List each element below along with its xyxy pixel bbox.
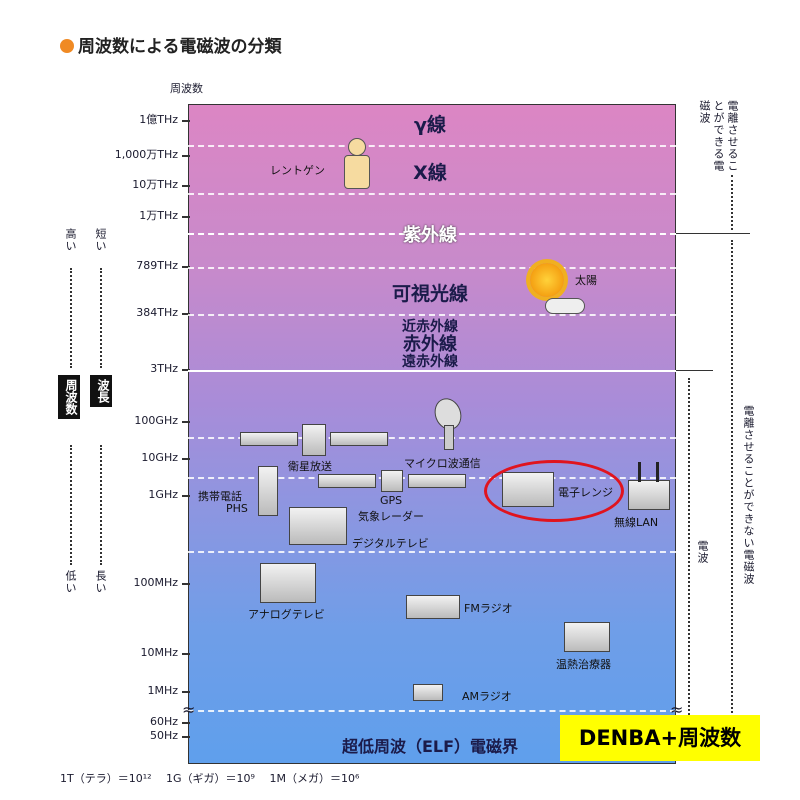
divider	[188, 437, 676, 439]
label-low: 低い	[64, 570, 77, 594]
highlight-circle	[484, 460, 624, 522]
fm-radio-icon	[406, 595, 460, 619]
arrow-up	[688, 378, 690, 758]
denba-badge: DENBA+周波数	[560, 715, 760, 761]
label-wavelength: 波長	[90, 375, 112, 407]
gps-panel-icon	[408, 474, 466, 488]
xray-person-icon	[336, 138, 380, 190]
label-radio: 電波	[696, 540, 709, 564]
gps-panel-icon	[318, 474, 376, 488]
tick: 10MHz	[48, 647, 190, 659]
label-phone: 携帯電話	[198, 490, 242, 503]
label-short: 短い	[94, 228, 107, 252]
bullet-icon	[60, 39, 74, 53]
divider	[188, 314, 676, 316]
arrow-up	[70, 268, 72, 368]
label-long: 長い	[94, 570, 107, 594]
tick: 60Hz	[48, 716, 190, 728]
arrow-up	[731, 240, 733, 760]
boundary-line	[676, 233, 750, 234]
satellite-panel-icon	[330, 432, 388, 446]
cloud-icon	[545, 298, 585, 314]
boundary-line	[676, 370, 713, 371]
page-title: 周波数による電磁波の分類	[60, 32, 282, 57]
digital-tv-icon	[289, 507, 347, 545]
band-elf: 超低周波（ELF）電磁界	[341, 737, 519, 756]
therapy-device-icon	[564, 622, 610, 652]
band-visible: 可視光線	[391, 283, 468, 305]
divider	[188, 145, 676, 147]
sun-icon	[530, 263, 564, 297]
label-frequency: 周波数	[58, 375, 80, 419]
tick: 789THz	[48, 260, 190, 272]
tick: 1MHz	[48, 685, 190, 697]
arrow-down	[731, 175, 733, 230]
label-gps: GPS	[380, 494, 403, 507]
divider	[188, 267, 676, 269]
label-wlan: 無線LAN	[614, 516, 659, 529]
analog-tv-icon	[260, 563, 316, 603]
label-sun: 太陽	[575, 274, 597, 287]
gps-satellite-icon	[381, 470, 403, 492]
band-far-ir: 遠赤外線	[402, 354, 458, 370]
tick: 1GHz	[48, 489, 190, 501]
tick: 1万THz	[48, 210, 190, 222]
label-xray-exam: レントゲン	[270, 164, 325, 177]
label-satellite: 衛星放送	[288, 460, 332, 473]
unit-footnote: 1T（テラ）＝10¹² 1G（ギガ）＝10⁹ 1M（メガ）＝10⁶	[60, 772, 360, 785]
tick: 3THz	[48, 363, 190, 375]
arrow-down	[100, 445, 102, 565]
dish-stand	[444, 425, 454, 450]
label-therapy: 温熱治療器	[556, 658, 611, 671]
divider	[188, 551, 676, 553]
label-radar: 気象レーダー	[358, 510, 424, 523]
label-high: 高い	[64, 228, 77, 252]
tick: 1億THz	[48, 114, 190, 126]
tick: 100GHz	[48, 415, 190, 427]
label-non-ionizing: 電離させることができない電磁波	[742, 405, 755, 585]
tick: 384THz	[48, 307, 190, 319]
satellite-icon	[302, 424, 326, 456]
antenna	[638, 462, 641, 482]
title-text: 周波数による電磁波の分類	[78, 37, 282, 57]
divider-uv	[188, 233, 676, 235]
label-digital-tv: デジタルテレビ	[352, 537, 429, 550]
band-near-ir: 近赤外線	[402, 319, 458, 335]
tick: 10GHz	[48, 452, 190, 464]
label-fm: FMラジオ	[464, 602, 513, 615]
label-microwave: マイクロ波通信	[404, 457, 481, 470]
am-radio-icon	[413, 684, 443, 701]
divider	[188, 193, 676, 195]
label-ionizing: 電離させることができる電磁波	[698, 100, 739, 172]
band-uv: 紫外線	[403, 225, 457, 246]
tick: 10万THz	[48, 179, 190, 191]
band-gamma: γ線	[414, 114, 446, 136]
axis-title: 周波数	[170, 82, 203, 95]
arrow-down	[70, 445, 72, 565]
tick: 1,000万THz	[48, 149, 190, 161]
divider	[188, 710, 676, 712]
band-ir: 赤外線	[403, 334, 457, 355]
mobile-phone-icon	[258, 466, 278, 516]
divider-3thz	[188, 370, 676, 372]
arrow-up	[100, 268, 102, 368]
break-mark-icon: ≈	[182, 700, 196, 719]
tick: 100MHz	[48, 577, 190, 589]
label-am: AMラジオ	[462, 690, 512, 703]
antenna	[656, 462, 659, 482]
tick: 50Hz	[48, 730, 190, 742]
wireless-router-icon	[628, 480, 670, 510]
break-mark-icon: ≈	[670, 700, 684, 719]
band-xray: X線	[413, 162, 447, 184]
label-analog-tv: アナログテレビ	[248, 608, 325, 621]
satellite-panel-icon	[240, 432, 298, 446]
label-phs: PHS	[226, 502, 248, 515]
